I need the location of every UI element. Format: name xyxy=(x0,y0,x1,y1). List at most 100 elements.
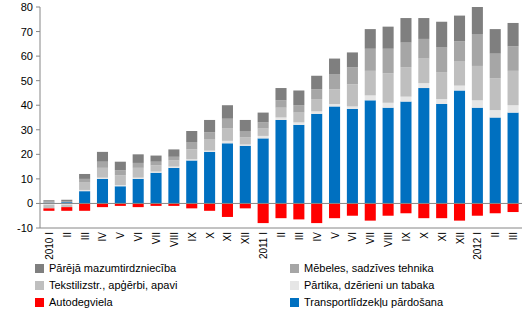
x-tick-label: 2011 I xyxy=(258,232,269,259)
x-tick-label: II xyxy=(62,232,73,238)
x-tick-label: V xyxy=(115,232,126,239)
bar-segment xyxy=(240,131,251,137)
bar-segment xyxy=(454,86,465,91)
bar-segment xyxy=(79,179,90,183)
bar-segment xyxy=(258,203,269,223)
bar-segment xyxy=(365,95,376,100)
bar-segment xyxy=(151,165,162,171)
bar-segment xyxy=(365,203,376,220)
bar-segment xyxy=(436,203,447,218)
bar-segment xyxy=(275,100,286,107)
bar-segment xyxy=(97,178,108,179)
y-tick-label: 30 xyxy=(21,124,33,136)
bar-segment xyxy=(418,39,429,59)
bar-segment xyxy=(311,111,322,113)
bar-segment xyxy=(222,105,233,119)
bar-segment xyxy=(400,102,411,204)
bar-segment xyxy=(151,173,162,204)
bar-segment xyxy=(329,106,340,203)
bar-segment xyxy=(365,71,376,96)
x-tick-label: VIII xyxy=(169,232,180,247)
bar-segment xyxy=(222,203,233,217)
y-tick xyxy=(36,80,40,81)
bar-segment xyxy=(365,29,376,49)
bar-segment xyxy=(311,203,322,223)
bar-segment xyxy=(204,152,215,204)
bar-segment xyxy=(472,66,483,100)
x-tick-label: XII xyxy=(240,232,251,244)
bar-segment xyxy=(490,78,501,110)
legend-label: Tekstilizstr., apģērbi, apavi xyxy=(49,279,177,291)
bar-segment xyxy=(347,84,358,106)
x-tick-label: IX xyxy=(187,232,198,242)
bar-segment xyxy=(490,29,501,54)
bar-segment xyxy=(43,200,54,201)
bar-segment xyxy=(258,113,269,123)
bar-segment xyxy=(151,162,162,166)
bar-segment xyxy=(383,73,394,102)
legend-label: Autodegviela xyxy=(49,296,113,308)
bar-segment xyxy=(133,179,144,204)
y-tick xyxy=(36,228,40,229)
y-tick xyxy=(36,178,40,179)
bar-segment xyxy=(311,76,322,90)
x-tick-label: 2012 I xyxy=(472,232,483,260)
bar-segment xyxy=(79,190,90,191)
bar-segment xyxy=(508,71,519,105)
x-tick-label: 2010 I xyxy=(44,232,55,260)
bar-segment xyxy=(204,120,215,132)
bar-segment xyxy=(133,163,144,168)
legend-label: Transportlīdzekļu pārdošana xyxy=(304,296,444,308)
bar-segment xyxy=(204,203,215,210)
x-tick-label: IV xyxy=(97,232,108,242)
bar-segment xyxy=(454,203,465,220)
bar-segment xyxy=(168,160,179,166)
bar-segment xyxy=(240,146,251,204)
bar-segment xyxy=(186,203,197,208)
x-tick-label: XII xyxy=(455,232,466,244)
bar-segment xyxy=(97,203,108,207)
bar-segment xyxy=(472,7,483,34)
bar-segment xyxy=(61,201,72,202)
bar-segment xyxy=(275,118,286,120)
y-tick-label: -10 xyxy=(17,222,33,234)
bar-segment xyxy=(347,203,358,215)
bar-segment xyxy=(454,90,465,203)
y-tick xyxy=(36,129,40,130)
bar-segment xyxy=(97,168,108,178)
bar-segment xyxy=(329,59,340,75)
bar-segment xyxy=(186,160,197,203)
legend-label: Pārtika, dzērieni un tabaka xyxy=(304,279,435,291)
zero-line xyxy=(40,203,522,204)
bar-segment xyxy=(186,131,197,142)
bar-segment xyxy=(436,22,447,48)
y-tick-label: 70 xyxy=(21,26,33,38)
bar-segment xyxy=(508,203,519,212)
bar-segment xyxy=(490,54,501,79)
bar-segment xyxy=(400,67,411,96)
bar-segment xyxy=(472,108,483,204)
legend-swatch xyxy=(290,298,299,307)
bar-segment xyxy=(79,191,90,203)
bar-segment xyxy=(365,100,376,203)
bar-segment xyxy=(347,106,358,108)
bar-segment xyxy=(490,203,501,213)
bar-segment xyxy=(347,52,358,67)
bar-segment xyxy=(436,99,447,104)
legend-swatch xyxy=(290,281,299,290)
bar-segment xyxy=(383,49,394,74)
y-tick-label: 10 xyxy=(21,173,33,185)
bar-segment xyxy=(240,203,251,208)
bar-segment xyxy=(115,162,126,171)
bars xyxy=(43,7,518,223)
bar-segment xyxy=(186,159,197,160)
bar-segment xyxy=(240,137,251,144)
y-tick xyxy=(36,7,40,8)
bar-segment xyxy=(436,48,447,73)
bar-segment xyxy=(454,16,465,42)
bar-segment xyxy=(115,175,126,185)
bar-segment xyxy=(151,156,162,162)
bar-segment xyxy=(97,162,108,168)
bar-segment xyxy=(204,132,215,139)
x-tick-label: XI xyxy=(222,232,233,241)
